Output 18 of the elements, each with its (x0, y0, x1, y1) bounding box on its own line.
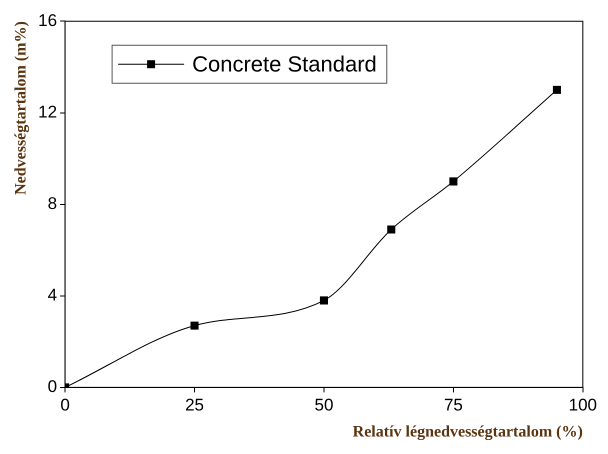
point (320, 296, 328, 304)
point (449, 177, 458, 186)
y-tick-label: 0 (48, 377, 58, 396)
x-tick-label: 100 (568, 395, 598, 414)
x-tick-label: 25 (185, 395, 204, 414)
x-tick-label: 75 (444, 395, 463, 414)
legend-label: Concrete Standard (192, 51, 377, 76)
point (190, 322, 199, 330)
point (387, 225, 396, 234)
y-tick-label: 8 (48, 194, 58, 213)
y-tick-label: 12 (38, 102, 58, 122)
y-tick-label: 16 (38, 10, 58, 30)
y-axis-title: Nedvességtartalom (m%) (12, 21, 30, 195)
y-tick-label: 4 (48, 286, 58, 305)
x-tick-label: 0 (60, 395, 70, 414)
point (552, 86, 561, 94)
x-tick-label: 50 (314, 395, 334, 414)
x-axis-title: Relatív légnedvességtartalom (%) (352, 424, 583, 441)
